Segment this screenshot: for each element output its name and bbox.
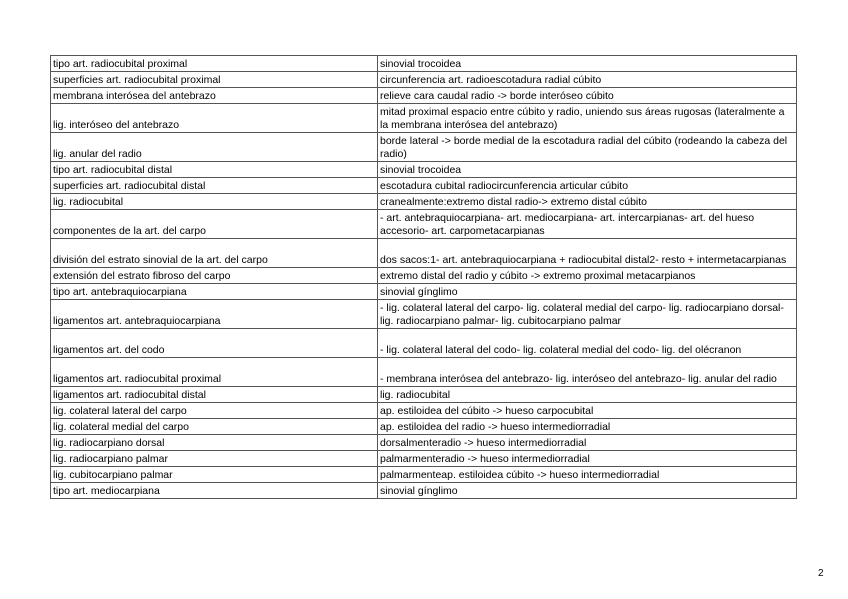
table-row: división del estrato sinovial de la art.… bbox=[50, 238, 797, 268]
definition-cell: - membrana interósea del antebrazo- lig.… bbox=[377, 357, 797, 387]
definition-cell: dorsalmenteradio -> hueso intermediorrad… bbox=[377, 434, 797, 451]
definition-cell: circunferencia art. radioescotadura radi… bbox=[377, 71, 797, 88]
table-row: ligamentos art. radiocubital proximal - m… bbox=[50, 357, 797, 387]
table-row: membrana interósea del antebrazo relieve … bbox=[50, 87, 797, 104]
page-number: 2 bbox=[818, 568, 824, 579]
table-row: superficies art. radiocubital distal esco… bbox=[50, 177, 797, 194]
term-cell: tipo art. antebraquiocarpiana bbox=[50, 283, 378, 300]
definition-cell: mitad proximal espacio entre cúbito y ra… bbox=[377, 103, 797, 133]
definition-cell: ap. estiloidea del cúbito -> hueso carpo… bbox=[377, 402, 797, 419]
table-row: tipo art. radiocubital distal sinovial tr… bbox=[50, 161, 797, 178]
table-row: tipo art. mediocarpiana sinovial gínglimo bbox=[50, 482, 797, 499]
term-cell: tipo art. radiocubital distal bbox=[50, 161, 378, 178]
definition-cell: relieve cara caudal radio -> borde inter… bbox=[377, 87, 797, 104]
table-row: ligamentos art. del codo - lig. colateral… bbox=[50, 328, 797, 358]
table-row: lig. cubitocarpiano palmar palmarmenteap.… bbox=[50, 466, 797, 483]
term-cell: lig. radiocubital bbox=[50, 193, 378, 210]
term-cell: tipo art. radiocubital proximal bbox=[50, 55, 378, 72]
table-row: superficies art. radiocubital proximal ci… bbox=[50, 71, 797, 88]
term-cell: superficies art. radiocubital proximal bbox=[50, 71, 378, 88]
term-cell: membrana interósea del antebrazo bbox=[50, 87, 378, 104]
table-row: lig. colateral medial del carpo ap. estil… bbox=[50, 418, 797, 435]
table-row: tipo art. radiocubital proximal sinovial … bbox=[50, 55, 797, 72]
definition-cell: ap. estiloidea del radio -> hueso interm… bbox=[377, 418, 797, 435]
table-row: ligamentos art. antebraquiocarpiana - lig… bbox=[50, 299, 797, 329]
definition-cell: sinovial trocoidea bbox=[377, 161, 797, 178]
term-cell: ligamentos art. antebraquiocarpiana bbox=[50, 299, 378, 329]
definition-cell: escotadura cubital radiocircunferencia a… bbox=[377, 177, 797, 194]
definition-cell: sinovial gínglimo bbox=[377, 283, 797, 300]
definition-cell: extremo distal del radio y cúbito -> ext… bbox=[377, 267, 797, 284]
term-cell: lig. colateral lateral del carpo bbox=[50, 402, 378, 419]
definition-cell: - lig. colateral lateral del carpo- lig.… bbox=[377, 299, 797, 329]
definition-cell: palmarmenteap. estiloidea cúbito -> hues… bbox=[377, 466, 797, 483]
definition-cell: borde lateral -> borde medial de la esco… bbox=[377, 132, 797, 162]
table-row: tipo art. antebraquiocarpiana sinovial gí… bbox=[50, 283, 797, 300]
term-cell: lig. radiocarpiano dorsal bbox=[50, 434, 378, 451]
table-row: ligamentos art. radiocubital distal lig. … bbox=[50, 386, 797, 403]
definition-cell: - lig. colateral lateral del codo- lig. … bbox=[377, 328, 797, 358]
table-row: lig. radiocarpiano dorsal dorsalmenteradi… bbox=[50, 434, 797, 451]
definition-cell: lig. radiocubital bbox=[377, 386, 797, 403]
definition-cell: dos sacos:1- art. antebraquiocarpiana + … bbox=[377, 238, 797, 268]
term-cell: división del estrato sinovial de la art.… bbox=[50, 238, 378, 268]
term-cell: lig. colateral medial del carpo bbox=[50, 418, 378, 435]
table-row: lig. radiocubital cranealmente:extremo di… bbox=[50, 193, 797, 210]
flashcard-table: tipo art. radiocubital proximal sinovial … bbox=[50, 55, 797, 499]
term-cell: tipo art. mediocarpiana bbox=[50, 482, 378, 499]
table-row: componentes de la art. del carpo - art. a… bbox=[50, 209, 797, 239]
table-row: lig. anular del radio borde lateral -> bo… bbox=[50, 132, 797, 162]
term-cell: componentes de la art. del carpo bbox=[50, 209, 378, 239]
term-cell: ligamentos art. radiocubital distal bbox=[50, 386, 378, 403]
term-cell: lig. cubitocarpiano palmar bbox=[50, 466, 378, 483]
term-cell: ligamentos art. del codo bbox=[50, 328, 378, 358]
term-cell: lig. anular del radio bbox=[50, 132, 378, 162]
definition-cell: sinovial trocoidea bbox=[377, 55, 797, 72]
table-row: lig. interóseo del antebrazo mitad proxim… bbox=[50, 103, 797, 133]
term-cell: superficies art. radiocubital distal bbox=[50, 177, 378, 194]
term-cell: lig. radiocarpiano palmar bbox=[50, 450, 378, 467]
definition-cell: palmarmenteradio -> hueso intermediorrad… bbox=[377, 450, 797, 467]
definition-cell: cranealmente:extremo distal radio-> extr… bbox=[377, 193, 797, 210]
definition-cell: - art. antebraquiocarpiana- art. medioca… bbox=[377, 209, 797, 239]
term-cell: extensión del estrato fibroso del carpo bbox=[50, 267, 378, 284]
term-cell: ligamentos art. radiocubital proximal bbox=[50, 357, 378, 387]
table-row: lig. colateral lateral del carpo ap. esti… bbox=[50, 402, 797, 419]
definition-cell: sinovial gínglimo bbox=[377, 482, 797, 499]
term-cell: lig. interóseo del antebrazo bbox=[50, 103, 378, 133]
table-row: extensión del estrato fibroso del carpo e… bbox=[50, 267, 797, 284]
table-row: lig. radiocarpiano palmar palmarmenteradi… bbox=[50, 450, 797, 467]
